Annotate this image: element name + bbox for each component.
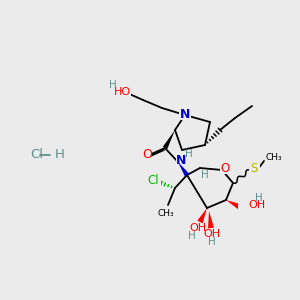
Text: OH: OH [189,223,207,233]
Text: N: N [180,109,190,122]
FancyBboxPatch shape [220,164,230,173]
Text: Cl: Cl [147,175,159,188]
Text: H: H [185,149,193,159]
Text: H: H [55,148,65,161]
Text: Cl: Cl [30,148,43,161]
Polygon shape [197,208,207,223]
FancyBboxPatch shape [157,209,175,217]
FancyBboxPatch shape [140,151,151,160]
FancyBboxPatch shape [179,110,191,119]
FancyBboxPatch shape [113,88,131,97]
FancyBboxPatch shape [190,226,206,234]
FancyBboxPatch shape [145,176,161,185]
Text: HO: HO [113,87,130,97]
Text: S: S [250,163,258,176]
Text: H: H [201,170,209,180]
FancyBboxPatch shape [176,154,190,163]
Text: H: H [255,193,263,203]
Text: H: H [188,231,196,241]
Text: OH: OH [203,229,220,239]
Text: O: O [142,148,152,161]
FancyBboxPatch shape [238,202,254,211]
Text: CH₃: CH₃ [266,154,283,163]
Polygon shape [178,162,189,176]
Text: H: H [208,237,216,247]
Text: N: N [176,154,186,166]
FancyBboxPatch shape [248,164,260,173]
Text: OH: OH [248,200,265,210]
Text: CH₃: CH₃ [158,208,174,217]
Polygon shape [226,200,241,210]
Polygon shape [163,130,175,149]
FancyBboxPatch shape [204,232,220,240]
Text: O: O [220,163,230,176]
Text: H: H [109,80,117,90]
Polygon shape [208,211,214,228]
